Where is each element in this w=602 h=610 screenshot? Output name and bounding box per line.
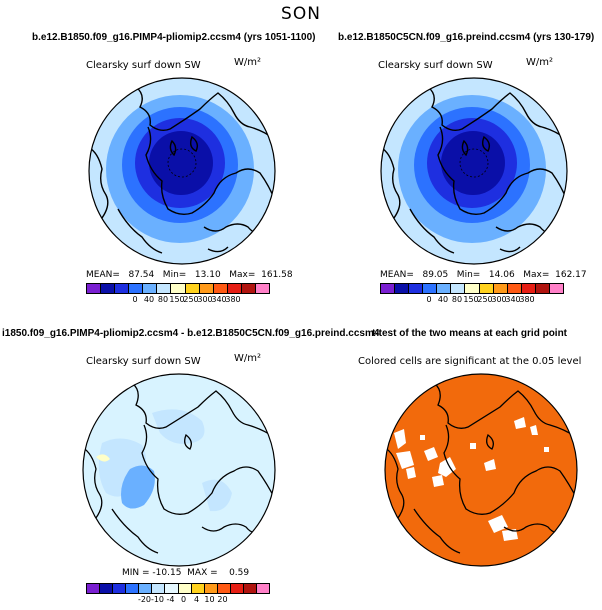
colorbar-absolute-swatch (521, 284, 536, 293)
colorbar-difference-tick-label: -10 (150, 595, 165, 604)
map-field-ring5 (149, 131, 213, 195)
panel-title-top-left: b.e12.B1850.f09_g16.PIMP4-pliomip2.ccsm4… (32, 32, 316, 43)
units-label-bottom-left: W/m² (234, 353, 262, 364)
variable-label-top-right: Clearsky surf down SW (378, 60, 493, 71)
colorbar-absolute-swatch (395, 284, 410, 293)
colorbar-absolute-tick-label: 150 (169, 295, 185, 304)
colorbar-absolute-tick-label: 340 (505, 295, 521, 304)
colorbar-top-left: 0 40 80 150 250 300 340 380 (86, 283, 270, 304)
coastlines (385, 382, 577, 554)
colorbar-absolute-swatch (227, 284, 242, 293)
panel-title-bottom-left: i1850.f09_g16.PIMP4-pliomip2.ccsm4 - b.e… (2, 328, 380, 339)
colorbar-absolute-swatch (241, 284, 256, 293)
colorbar-absolute-swatch (549, 284, 564, 293)
colorbar-difference-swatch (191, 584, 205, 593)
variable-label-bottom-left: Clearsky surf down SW (86, 356, 201, 367)
colorbar-absolute-swatch (535, 284, 550, 293)
colorbar-absolute-tick-label: 40 (143, 295, 155, 304)
colorbar-difference-tick-label: 0 (180, 595, 187, 604)
colorbar-difference-tick-label: -4 (166, 595, 175, 604)
colorbar-absolute-tick-label: 80 (451, 295, 463, 304)
colorbar-absolute-swatch (185, 284, 200, 293)
colorbar-absolute-tick-label: 300 (491, 295, 507, 304)
stats-top-left: MEAN= 87.54 Min= 13.10 Max= 161.58 (86, 270, 293, 280)
polar-map-top-left (88, 77, 276, 265)
colorbar-difference-swatch (230, 584, 244, 593)
colorbar-difference-swatch (204, 584, 218, 593)
colorbar-absolute-swatch (171, 284, 186, 293)
colorbar-absolute-swatch (199, 284, 214, 293)
panel-title-top-right: b.e12.B1850C5CN.f09_g16.preind.ccsm4 (yr… (338, 32, 595, 43)
colorbar-absolute-tick-label: 300 (197, 295, 213, 304)
colorbar-absolute-tick-label: 150 (463, 295, 479, 304)
colorbar-difference-tick-label: 4 (193, 595, 200, 604)
colorbar-absolute-tick-label: 380 (225, 295, 241, 304)
ttest-significant-field (385, 374, 577, 566)
colorbar-absolute-tick-label: 40 (437, 295, 449, 304)
colorbar-absolute-swatch (381, 284, 396, 293)
colorbar-absolute-swatch (255, 284, 270, 293)
colorbar-difference-tick-label: -20 (137, 595, 152, 604)
colorbar-top-right: 0 40 80 150 250 300 340 380 (380, 283, 564, 304)
colorbar-difference-swatch (139, 584, 153, 593)
colorbar-difference-swatch (178, 584, 192, 593)
colorbar-absolute-tick-label: 0 (426, 295, 432, 304)
colorbar-absolute-swatch (507, 284, 522, 293)
diff-negative-region (121, 465, 155, 509)
colorbar-absolute-swatch (213, 284, 228, 293)
colorbar-difference-tick-label: 20 (217, 595, 228, 604)
colorbar-absolute-swatch (87, 284, 102, 293)
stats-bottom-left: MIN = -10.15 MAX = 0.59 (122, 568, 250, 578)
ttest-subtitle: Colored cells are significant at the 0.0… (358, 356, 582, 367)
colorbar-absolute-tick-label: 0 (132, 295, 138, 304)
colorbar-difference-swatch (165, 584, 179, 593)
colorbar-difference-swatch (100, 584, 114, 593)
colorbar-absolute-swatch (409, 284, 424, 293)
coastlines (83, 382, 275, 554)
colorbar-absolute-swatch (493, 284, 508, 293)
colorbar-absolute-swatch (465, 284, 480, 293)
polar-map-top-right (380, 77, 568, 265)
colorbar-absolute-swatch (451, 284, 466, 293)
colorbar-absolute-tick-label: 250 (477, 295, 493, 304)
colorbar-absolute-swatch (115, 284, 130, 293)
colorbar-absolute-tick-label: 80 (157, 295, 169, 304)
colorbar-absolute-tick-label: 250 (183, 295, 199, 304)
units-label-top-left: W/m² (234, 57, 262, 68)
stats-top-right: MEAN= 89.05 Min= 14.06 Max= 162.17 (380, 270, 587, 280)
colorbar-difference-swatch (87, 584, 101, 593)
non-significant-cells (394, 417, 549, 541)
colorbar-difference-swatch (243, 584, 258, 593)
colorbar-absolute-swatch (479, 284, 494, 293)
units-label-top-right: W/m² (526, 57, 554, 68)
polar-map-bottom-right (384, 373, 578, 567)
colorbar-absolute-swatch (143, 284, 158, 293)
colorbar-absolute-tick-label: 380 (519, 295, 535, 304)
colorbar-bottom-left: -20 -10 -4 0 4 10 20 (86, 583, 270, 604)
figure-title: SON (281, 4, 321, 24)
polar-map-bottom-left (82, 373, 276, 567)
colorbar-difference-swatch (257, 584, 270, 593)
colorbar-difference-swatch (217, 584, 231, 593)
colorbar-difference-swatch (126, 584, 140, 593)
map-field-ring5 (441, 131, 505, 195)
colorbar-difference-swatch (113, 584, 127, 593)
colorbar-absolute-swatch (129, 284, 144, 293)
colorbar-absolute-tick-label: 340 (211, 295, 227, 304)
colorbar-difference-tick-label: 10 (204, 595, 215, 604)
variable-label-top-left: Clearsky surf down SW (86, 60, 201, 71)
colorbar-difference-swatch (152, 584, 166, 593)
panel-title-bottom-right: t-test of the two means at each grid poi… (372, 328, 568, 339)
colorbar-absolute-swatch (423, 284, 438, 293)
colorbar-absolute-swatch (101, 284, 116, 293)
colorbar-absolute-swatch (157, 284, 172, 293)
colorbar-absolute-swatch (437, 284, 452, 293)
